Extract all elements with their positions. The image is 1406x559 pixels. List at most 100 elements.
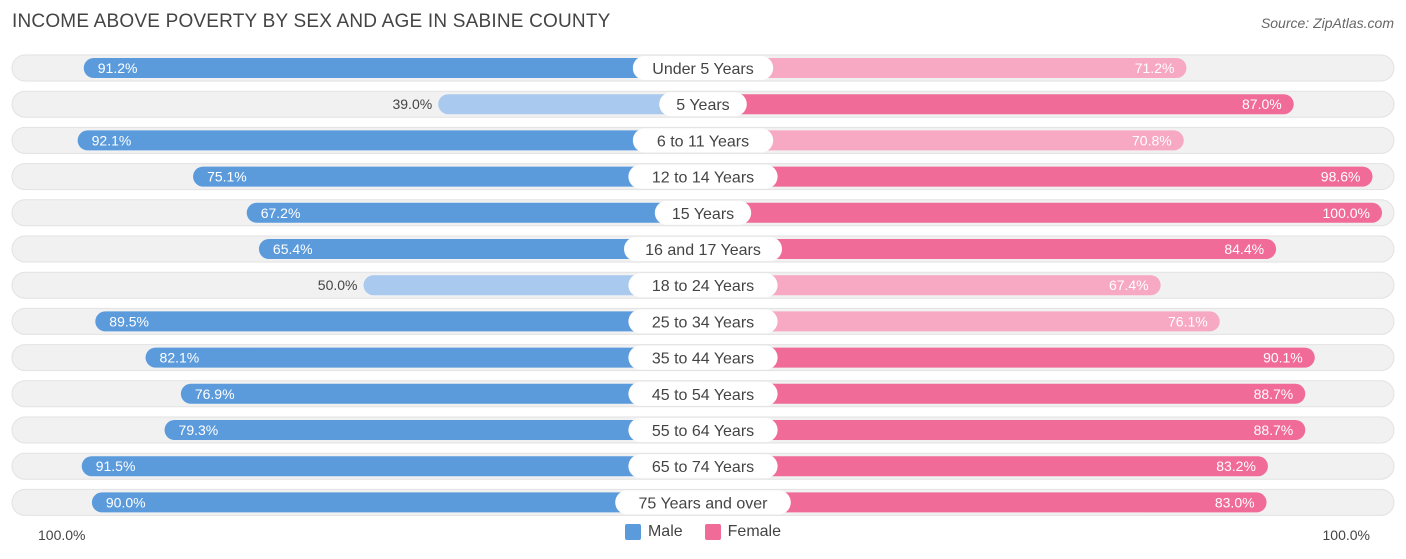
value-label-female: 90.1%	[1263, 350, 1303, 366]
bar-female	[703, 456, 1268, 477]
bar-male	[145, 347, 703, 368]
bar-male	[164, 420, 704, 440]
category-pill	[628, 273, 778, 298]
bar-male	[363, 275, 703, 296]
value-label-female: 83.0%	[1215, 494, 1255, 510]
chart-title: INCOME ABOVE POVERTY BY SEX AND AGE IN S…	[12, 11, 611, 32]
value-label-female: 71.2%	[1135, 60, 1175, 76]
bar-male	[438, 94, 703, 115]
category-label: Under 5 Years	[652, 61, 753, 78]
value-label-female: 70.8%	[1132, 132, 1172, 148]
chart-row: 89.5% 76.1% 25 to 34 Years	[11, 307, 1395, 335]
legend: Male Female	[0, 523, 1406, 541]
source-label: Source: ZipAtlas.com	[1260, 15, 1394, 31]
category-pill	[628, 381, 778, 406]
bar-male	[246, 202, 703, 223]
value-label-female: 98.6%	[1321, 169, 1361, 185]
bar-male	[91, 492, 703, 513]
value-label-male: 76.9%	[195, 386, 235, 402]
legend-item-male: Male	[624, 523, 683, 541]
axis-left-label: 100.0%	[38, 527, 86, 543]
category-label: 5 Years	[676, 97, 729, 114]
category-label: 35 to 44 Years	[652, 351, 754, 368]
bar-female	[703, 202, 1382, 223]
bar-male	[193, 166, 704, 187]
bar-female	[703, 58, 1187, 78]
bar-male	[83, 58, 703, 78]
category-label: 15 Years	[672, 206, 734, 223]
value-label-male: 65.4%	[273, 241, 313, 257]
category-label: 55 to 64 Years	[652, 423, 754, 440]
chart-row: 50.0% 67.4% 18 to 24 Years	[11, 271, 1395, 299]
value-label-male: 92.1%	[92, 132, 132, 148]
value-label-male: 50.0%	[318, 277, 358, 293]
bar-male	[77, 130, 704, 151]
bar-female	[703, 166, 1373, 187]
axis-right-label: 100.0%	[1322, 527, 1370, 543]
value-label-male: 89.5%	[109, 313, 149, 329]
bar-chart: 91.2% 71.2% Under 5 Years 39.0% 87.0% 5 Years…	[11, 54, 1395, 516]
category-pill	[615, 490, 791, 515]
bar-male	[95, 311, 704, 332]
category-label: 45 to 54 Years	[652, 387, 754, 404]
value-label-male: 91.5%	[96, 458, 136, 474]
category-label: 12 to 14 Years	[652, 170, 754, 187]
bar-female	[703, 130, 1184, 151]
bar-female	[703, 94, 1294, 115]
category-label: 6 to 11 Years	[657, 133, 749, 150]
chart-row: 65.4% 84.4% 16 and 17 Years	[11, 235, 1395, 263]
bar-female	[703, 420, 1306, 440]
category-pill	[628, 164, 778, 189]
bar-female	[703, 347, 1315, 368]
value-label-male: 90.0%	[106, 494, 146, 510]
category-pill	[624, 237, 782, 261]
value-label-male: 67.2%	[261, 205, 301, 221]
chart-row: 79.3% 88.7% 55 to 64 Years	[11, 416, 1395, 444]
category-pill	[628, 418, 778, 442]
legend-label-female: Female	[727, 523, 782, 540]
bar-male	[81, 456, 704, 477]
value-label-female: 84.4%	[1224, 241, 1264, 257]
value-label-male: 79.3%	[179, 422, 219, 438]
bar-male	[258, 239, 703, 259]
category-label: 75 Years and over	[639, 495, 769, 512]
chart-row: 91.5% 83.2% 65 to 74 Years	[11, 452, 1395, 480]
value-label-female: 76.1%	[1168, 313, 1208, 329]
category-pill	[628, 345, 778, 370]
chart-row: 91.2% 71.2% Under 5 Years	[11, 54, 1395, 82]
value-label-female: 83.2%	[1216, 458, 1256, 474]
category-label: 25 to 34 Years	[652, 314, 754, 331]
category-pill	[632, 128, 774, 153]
bar-female	[703, 383, 1306, 404]
bar-female	[703, 492, 1267, 513]
value-label-male: 75.1%	[207, 169, 247, 185]
chart-row: 82.1% 90.1% 35 to 44 Years	[11, 344, 1395, 372]
chart-row: 76.9% 88.7% 45 to 54 Years	[11, 380, 1395, 408]
bar-female	[703, 311, 1220, 332]
chart-row: 92.1% 70.8% 6 to 11 Years	[11, 126, 1395, 154]
legend-swatch-male	[624, 524, 641, 540]
category-pill	[659, 92, 747, 117]
value-label-female: 88.7%	[1254, 386, 1294, 402]
category-label: 16 and 17 Years	[645, 242, 761, 259]
bar-female	[703, 239, 1277, 259]
bar-male	[180, 383, 703, 404]
bar-female	[703, 275, 1161, 296]
value-label-male: 91.2%	[98, 60, 138, 76]
category-pill	[632, 56, 774, 80]
chart-row: 90.0% 83.0% 75 Years and over	[11, 488, 1395, 516]
legend-item-female: Female	[704, 523, 782, 541]
category-pill	[654, 200, 752, 225]
category-pill	[628, 309, 778, 334]
category-label: 18 to 24 Years	[652, 278, 754, 295]
value-label-female: 67.4%	[1109, 277, 1149, 293]
chart-row: 75.1% 98.6% 12 to 14 Years	[11, 163, 1395, 191]
chart-row: 67.2% 100.0% 15 Years	[11, 199, 1395, 227]
legend-label-male: Male	[647, 523, 683, 540]
category-label: 65 to 74 Years	[652, 459, 754, 476]
value-label-female: 87.0%	[1242, 96, 1282, 112]
category-pill	[628, 454, 778, 479]
value-label-male: 82.1%	[160, 350, 200, 366]
value-label-male: 39.0%	[392, 96, 432, 112]
value-label-female: 100.0%	[1323, 205, 1370, 221]
